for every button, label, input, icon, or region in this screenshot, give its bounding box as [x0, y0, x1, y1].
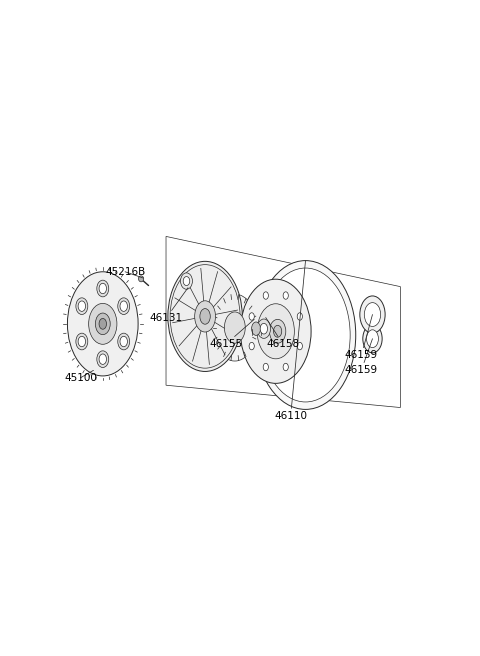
- Ellipse shape: [99, 283, 107, 294]
- Ellipse shape: [78, 337, 85, 347]
- Ellipse shape: [260, 323, 267, 334]
- Ellipse shape: [269, 319, 286, 343]
- Text: 46159: 46159: [345, 338, 378, 375]
- Ellipse shape: [249, 342, 254, 350]
- Ellipse shape: [297, 342, 302, 350]
- Text: 46159: 46159: [345, 314, 378, 360]
- Text: 46155: 46155: [209, 319, 254, 349]
- Ellipse shape: [89, 303, 117, 344]
- Ellipse shape: [274, 325, 282, 337]
- Ellipse shape: [360, 296, 385, 333]
- Ellipse shape: [213, 294, 257, 361]
- Ellipse shape: [139, 276, 144, 282]
- Ellipse shape: [118, 298, 130, 314]
- Ellipse shape: [200, 308, 210, 324]
- Ellipse shape: [99, 318, 107, 329]
- Ellipse shape: [252, 322, 261, 335]
- Ellipse shape: [297, 313, 302, 320]
- Text: 45216B: 45216B: [105, 267, 145, 278]
- Ellipse shape: [180, 273, 192, 289]
- Ellipse shape: [367, 330, 378, 348]
- Ellipse shape: [76, 298, 88, 314]
- Ellipse shape: [255, 260, 356, 409]
- Ellipse shape: [261, 268, 350, 402]
- Ellipse shape: [364, 302, 381, 327]
- Ellipse shape: [257, 304, 294, 359]
- Ellipse shape: [363, 325, 382, 353]
- Ellipse shape: [263, 363, 268, 371]
- Text: 46131: 46131: [149, 288, 188, 323]
- Ellipse shape: [257, 319, 271, 338]
- Ellipse shape: [97, 351, 109, 367]
- Ellipse shape: [97, 280, 109, 297]
- Text: 46110: 46110: [274, 260, 307, 421]
- Ellipse shape: [120, 301, 128, 312]
- Ellipse shape: [183, 277, 190, 285]
- Ellipse shape: [263, 292, 268, 299]
- Ellipse shape: [120, 337, 128, 347]
- Ellipse shape: [225, 312, 245, 343]
- Ellipse shape: [168, 261, 242, 371]
- Ellipse shape: [76, 333, 88, 350]
- Ellipse shape: [249, 313, 254, 320]
- Ellipse shape: [118, 333, 130, 350]
- Ellipse shape: [283, 363, 288, 371]
- Ellipse shape: [71, 314, 134, 327]
- Ellipse shape: [240, 279, 311, 383]
- Ellipse shape: [99, 354, 107, 364]
- Ellipse shape: [283, 292, 288, 299]
- Ellipse shape: [195, 300, 216, 332]
- Ellipse shape: [78, 301, 85, 312]
- Text: 45100: 45100: [64, 371, 97, 383]
- Ellipse shape: [67, 272, 138, 376]
- Text: 46158: 46158: [266, 318, 300, 349]
- Ellipse shape: [96, 313, 110, 335]
